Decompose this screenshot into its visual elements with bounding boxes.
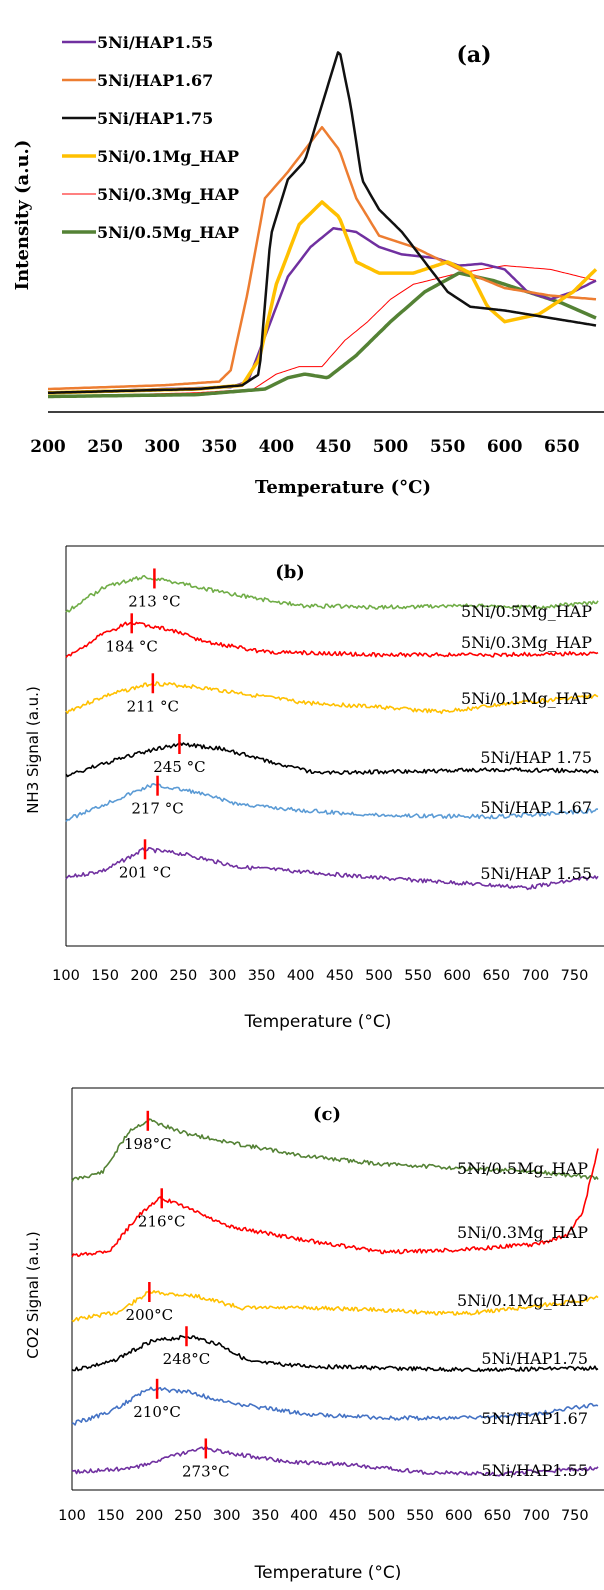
x-tick-label-c: 300 [213, 1508, 241, 1524]
x-tick-label-b: 650 [482, 968, 510, 984]
peak-label-c: 248°C [163, 1350, 211, 1368]
series-line-c-5 [71, 1446, 599, 1477]
series-line-a-2 [47, 51, 597, 395]
x-tick-label-a: 650 [544, 437, 580, 457]
axis-title-x-a: Temperature (°C) [255, 477, 431, 498]
x-tick-label-c: 350 [252, 1508, 280, 1524]
x-tick-label-c: 200 [136, 1508, 164, 1524]
x-tick-label-a: 600 [487, 437, 523, 457]
x-tick-label-c: 450 [329, 1508, 357, 1524]
legend-entry-a: 5Ni/0.5Mg_HAP [97, 223, 239, 242]
series-line-c-4 [71, 1386, 599, 1426]
x-tick-label-b: 250 [170, 968, 198, 984]
legend-entry-a: 5Ni/HAP1.75 [97, 109, 213, 128]
x-tick-label-c: 650 [484, 1508, 512, 1524]
axis-title-x-c: Temperature (°C) [254, 1563, 402, 1583]
series-line-a-5 [48, 271, 597, 399]
x-tick-label-b: 400 [287, 968, 315, 984]
axis-title-x-b: Temperature (°C) [244, 1012, 392, 1032]
x-tick-label-b: 150 [91, 968, 119, 984]
x-tick-label-c: 600 [445, 1508, 473, 1524]
legend-entry-a: 5Ni/0.1Mg_HAP [97, 147, 239, 166]
x-tick-label-b: 100 [52, 968, 80, 984]
axis-title-y-a: Intensity (a.u.) [12, 140, 33, 291]
peak-label-b: 217 °C [131, 800, 183, 818]
panel-label-a: (a) [456, 42, 491, 68]
x-tick-label-a: 350 [202, 437, 238, 457]
series-line-a-1 [48, 125, 597, 391]
peak-label-b: 211 °C [127, 697, 179, 715]
chart-panel-a: 200 250 300 350 400 450 500 550 600 650 (a) 5Ni/H… [12, 33, 604, 498]
series-label-c: 5Ni/0.3Mg_HAP [457, 1223, 588, 1242]
x-tick-label-a: 250 [87, 437, 123, 457]
series-label-b: 5Ni/HAP 1.75 [480, 748, 592, 767]
x-tick-label-a: 450 [316, 437, 352, 457]
x-tick-label-c: 500 [368, 1508, 396, 1524]
series-line-c-2 [71, 1289, 599, 1323]
series-label-c: 5Ni/0.1Mg_HAP [457, 1291, 588, 1310]
series-line-b-5 [65, 847, 599, 891]
x-tick-label-b: 500 [365, 968, 393, 984]
x-tick-label-a: 550 [430, 437, 466, 457]
x-tick-label-b: 450 [326, 968, 354, 984]
series-label-b: 5Ni/0.5Mg_HAP [461, 602, 592, 621]
legend-entry-a: 5Ni/HAP1.67 [97, 71, 213, 90]
series-label-b: 5Ni/HAP 1.55 [480, 864, 592, 883]
peak-label-b: 213 °C [128, 592, 180, 610]
series-label-c: 5Ni/HAP1.67 [481, 1409, 588, 1428]
x-tick-label-c: 700 [522, 1508, 550, 1524]
legend-entry-a: 5Ni/HAP1.55 [97, 33, 213, 52]
x-tick-label-c: 250 [174, 1508, 202, 1524]
x-tick-label-b: 750 [561, 968, 589, 984]
peak-label-b: 245 °C [153, 758, 205, 776]
series-label-c: 5Ni/HAP1.55 [481, 1461, 588, 1480]
x-tick-label-b: 350 [248, 968, 276, 984]
x-tick-label-b: 300 [209, 968, 237, 984]
peak-label-b: 201 °C [119, 863, 171, 881]
x-tick-label-b: 550 [404, 968, 432, 984]
series-line-b-3 [65, 742, 599, 778]
peak-label-c: 216°C [138, 1212, 186, 1230]
axis-title-y-c: CO2 Signal (a.u.) [24, 1231, 42, 1358]
peak-label-c: 198°C [124, 1135, 172, 1153]
series-line-a-0 [47, 226, 597, 395]
x-tick-label-c: 150 [97, 1508, 125, 1524]
series-line-b-4 [65, 783, 599, 823]
series-label-b: 5Ni/0.3Mg_HAP [461, 633, 592, 652]
peak-label-c: 210°C [133, 1403, 181, 1421]
series-line-b-1 [65, 621, 599, 658]
x-tick-label-c: 750 [561, 1508, 589, 1524]
panel-label-b: (b) [275, 562, 305, 583]
panel-label-c: (c) [313, 1104, 341, 1125]
x-tick-label-a: 400 [259, 437, 295, 457]
peak-label-b: 184 °C [106, 637, 158, 655]
x-tick-label-a: 200 [30, 437, 66, 457]
series-line-c-1 [71, 1148, 599, 1258]
series-line-c-3 [71, 1334, 599, 1373]
x-tick-label-a: 500 [373, 437, 409, 457]
x-tick-label-a: 300 [144, 437, 180, 457]
series-label-c: 5Ni/HAP1.75 [481, 1349, 588, 1368]
series-label-b: 5Ni/HAP 1.67 [480, 798, 592, 817]
x-tick-label-c: 550 [406, 1508, 434, 1524]
x-tick-label-c: 400 [290, 1508, 318, 1524]
series-line-b-2 [65, 681, 599, 715]
peak-label-c: 273°C [182, 1462, 230, 1480]
x-tick-label-b: 200 [130, 968, 158, 984]
series-line-c-0 [71, 1118, 599, 1182]
legend-entry-a: 5Ni/0.3Mg_HAP [97, 185, 239, 204]
x-tick-label-c: 100 [58, 1508, 86, 1524]
x-tick-label-b: 700 [522, 968, 550, 984]
peak-label-c: 200°C [126, 1306, 174, 1324]
chart-panel-b: 213 °C 5Ni/0.5Mg_HAP 184 °C 5Ni/0.3Mg_HAP 21… [24, 545, 604, 1032]
series-label-c: 5Ni/0.5Mg_HAP [457, 1159, 588, 1178]
axis-title-y-b: NH3 Signal (a.u.) [24, 686, 42, 814]
series-label-b: 5Ni/0.1Mg_HAP [461, 689, 592, 708]
chart-panel-c: 198°C 5Ni/0.5Mg_HAP 216°C 5Ni/0.3Mg_HAP 200°… [24, 1087, 604, 1583]
x-tick-label-b: 600 [443, 968, 471, 984]
